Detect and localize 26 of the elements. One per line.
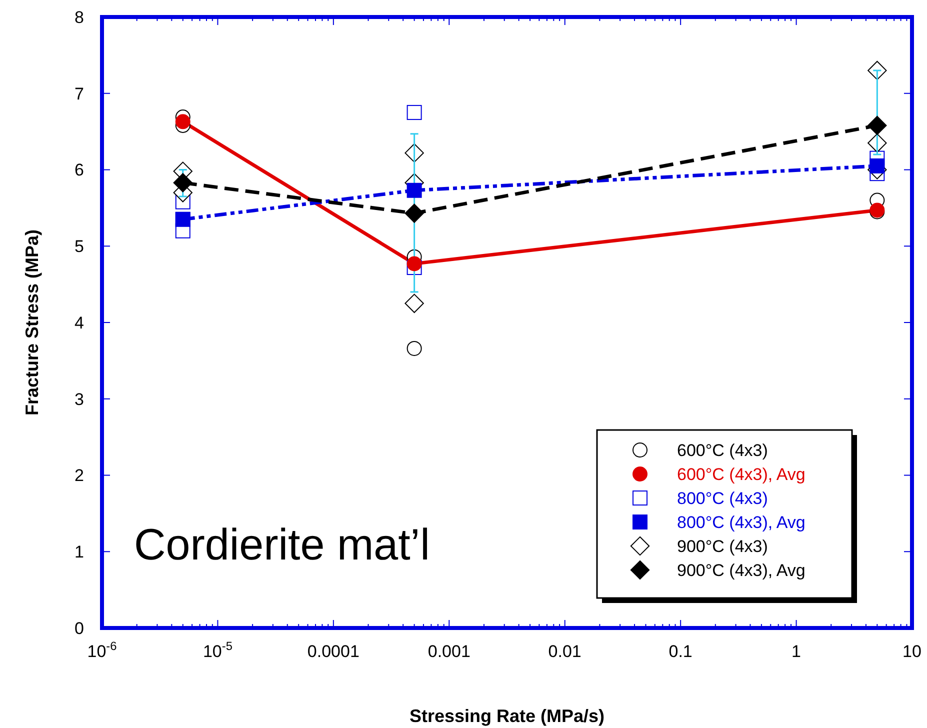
x-tick-label: 0.1 — [668, 642, 692, 661]
y-tick-label: 8 — [74, 8, 84, 27]
x-tick-label: 0.001 — [428, 642, 470, 661]
y-tick-label: 3 — [74, 390, 84, 409]
legend-label: 900°C (4x3), Avg — [677, 560, 806, 580]
legend-label: 800°C (4x3) — [677, 488, 768, 508]
x-axis-title: Stressing Rate (MPa/s) — [409, 706, 605, 726]
annotation: Cordierite mat’l — [134, 520, 430, 570]
legend-label: 900°C (4x3) — [677, 536, 768, 556]
y-tick-label: 4 — [74, 313, 84, 332]
x-tick-label: 10 — [902, 642, 922, 661]
x-tick-label: 0.01 — [548, 642, 582, 661]
y-tick-label: 1 — [74, 542, 84, 562]
x-tick-label: 1 — [792, 642, 802, 661]
legend-label: 600°C (4x3) — [677, 440, 768, 460]
y-tick-label: 7 — [74, 84, 84, 104]
x-tick-label: 10$^{-6}$ — [87, 639, 118, 661]
y-axis-title: Fracture Stress (MPa) — [22, 229, 42, 416]
y-tick-label: 5 — [74, 237, 84, 256]
y-tick-label: 2 — [74, 466, 84, 486]
x-tick-label: 0.0001 — [307, 642, 360, 661]
y-tick-label: 0 — [74, 618, 84, 638]
y-tick-label: 6 — [74, 160, 84, 180]
legend-label: 600°C (4x3), Avg — [677, 464, 806, 484]
x-tick-label: 10$^{-5}$ — [202, 639, 233, 661]
legend-label: 800°C (4x3), Avg — [677, 512, 806, 532]
